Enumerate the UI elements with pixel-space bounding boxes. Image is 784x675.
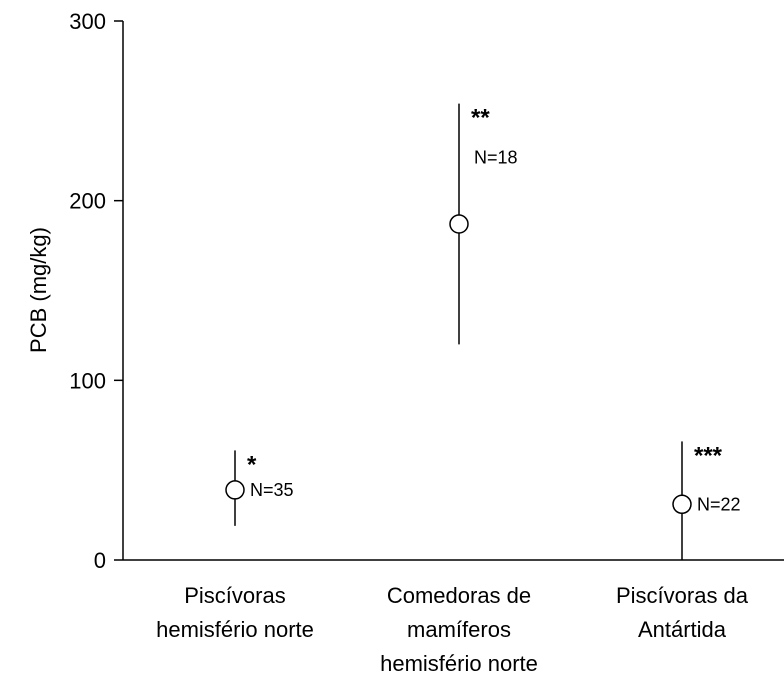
axes [122,21,784,561]
n-label: N=18 [474,148,518,168]
y-tick-label: 0 [94,548,106,573]
x-category-labels: Piscívoras hemisfério norte Comedoras de ma… [156,583,749,675]
x-category-label: hemisfério norte [156,617,314,642]
data-point [449,214,469,234]
x-category-label: Piscívoras [184,583,285,608]
n-label: N=22 [697,494,741,514]
x-category-label: hemisfério norte [380,651,538,675]
x-category-label: Comedoras de [387,583,531,608]
x-category-label: mamíferos [407,617,511,642]
n-label: N=35 [250,480,294,500]
y-axis-title: PCB (mg/kg) [26,227,51,353]
y-ticks: 0 100 200 300 [69,9,123,573]
data-point [672,494,692,515]
y-tick-label: 300 [69,9,106,34]
data-point [225,480,245,500]
significance-label: ** [471,105,490,132]
significance-label: *** [694,442,723,469]
y-tick-label: 100 [69,368,106,393]
data-marks: *N=35 ** N=18 *** N=22 [225,103,741,560]
y-tick-label: 200 [69,189,106,214]
significance-label: * [247,451,257,478]
x-category-label: Piscívoras da [616,583,749,608]
x-category-label: Antártida [638,617,727,642]
